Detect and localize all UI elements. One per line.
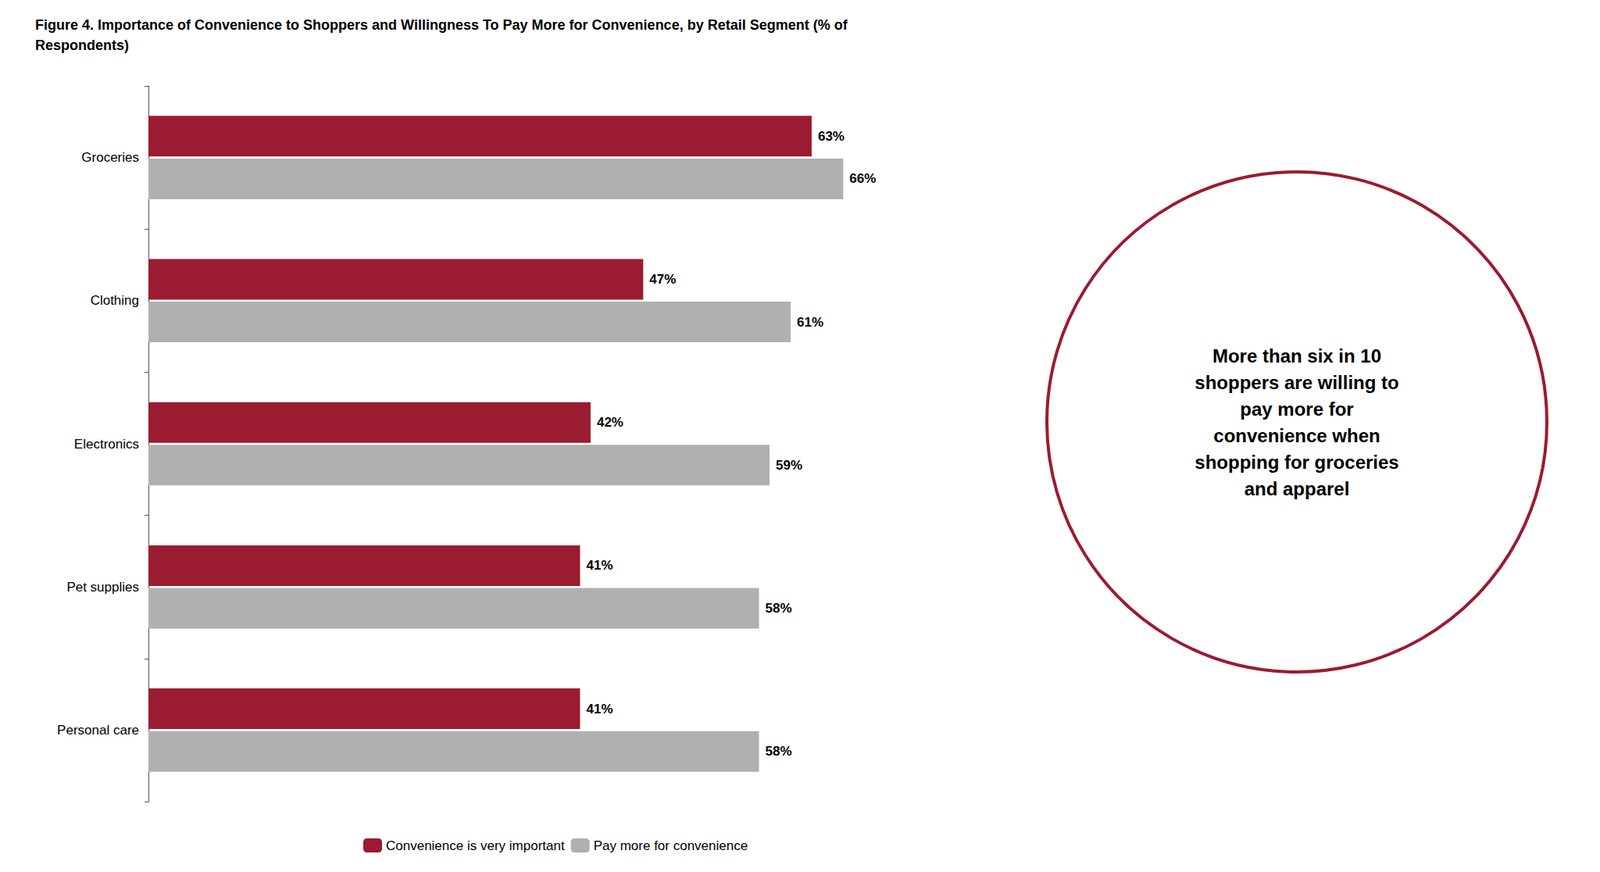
- svg-text:shopping for groceries: shopping for groceries: [1194, 451, 1399, 473]
- svg-text:Personal care: Personal care: [57, 722, 140, 738]
- svg-text:Clothing: Clothing: [90, 292, 140, 308]
- svg-text:63%: 63%: [817, 128, 845, 144]
- svg-text:42%: 42%: [596, 414, 624, 430]
- svg-text:Pay more for convenience: Pay more for convenience: [593, 838, 749, 854]
- svg-text:Respondents): Respondents): [35, 37, 129, 54]
- svg-text:61%: 61%: [796, 314, 824, 330]
- svg-text:convenience when: convenience when: [1213, 425, 1380, 447]
- svg-text:and apparel: and apparel: [1244, 478, 1350, 500]
- svg-text:41%: 41%: [585, 701, 613, 717]
- svg-text:41%: 41%: [585, 557, 613, 573]
- svg-text:58%: 58%: [765, 600, 793, 616]
- svg-text:58%: 58%: [765, 743, 793, 759]
- svg-text:Convenience is very important: Convenience is very important: [385, 838, 565, 854]
- svg-text:Electronics: Electronics: [74, 436, 140, 452]
- svg-text:66%: 66%: [849, 171, 876, 186]
- svg-text:More than six in 10: More than six in 10: [1212, 345, 1382, 367]
- svg-text:59%: 59%: [775, 457, 803, 473]
- svg-text:pay more for: pay more for: [1239, 398, 1354, 420]
- svg-text:Figure 4. Importance of Conven: Figure 4. Importance of Convenience to S…: [35, 17, 849, 33]
- svg-text:47%: 47%: [649, 271, 676, 287]
- svg-text:Groceries: Groceries: [81, 150, 140, 165]
- svg-text:shoppers are willing to: shoppers are willing to: [1194, 371, 1399, 393]
- svg-text:Pet supplies: Pet supplies: [66, 579, 140, 595]
